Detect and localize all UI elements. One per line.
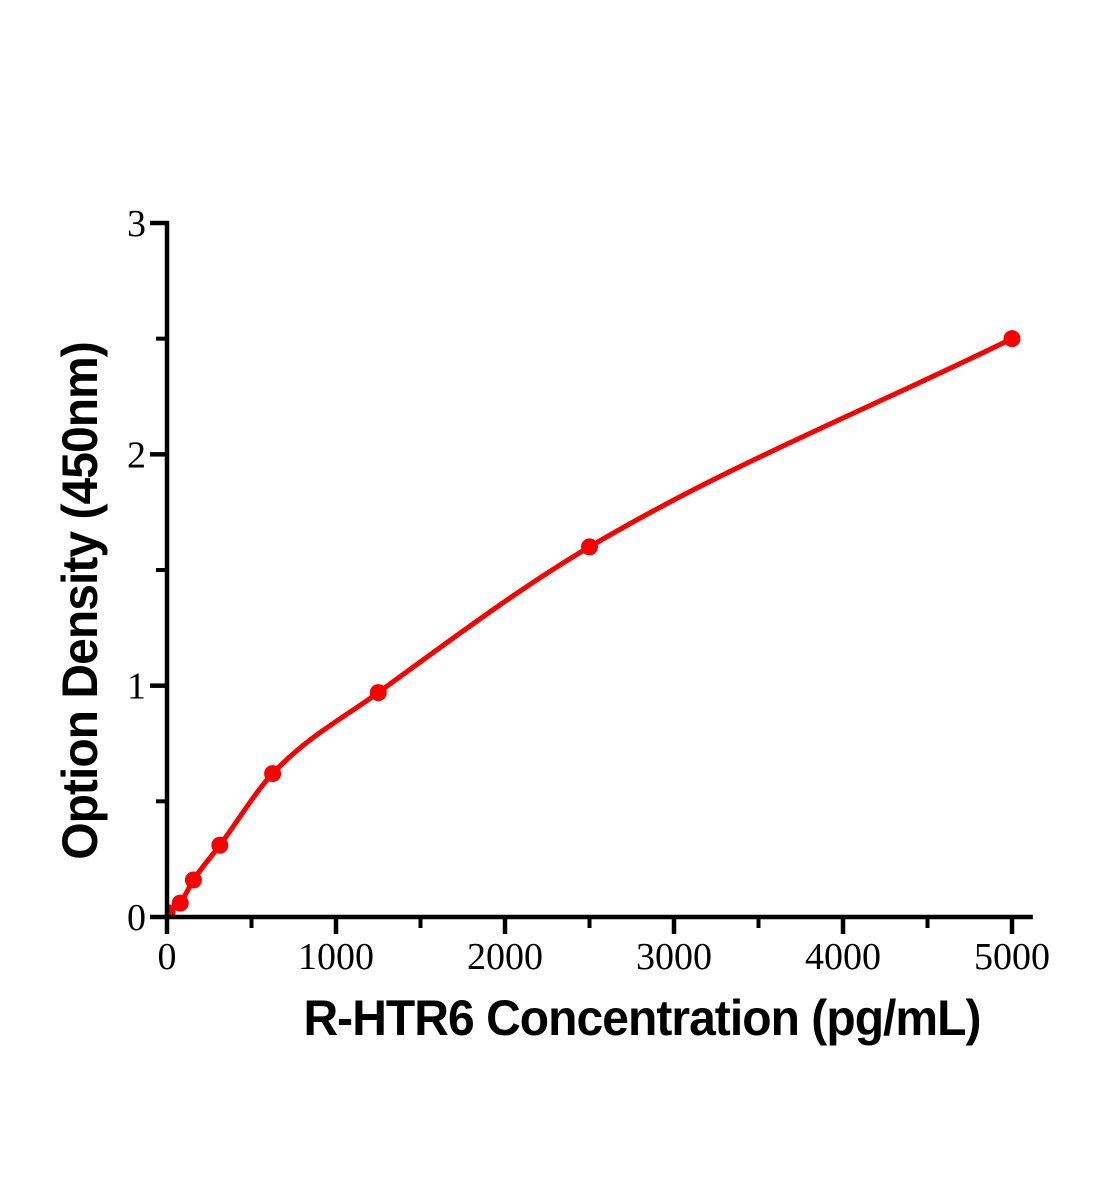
data-point-marker — [184, 871, 202, 889]
data-point-marker — [581, 538, 598, 556]
x-tick-label: 1000 — [298, 936, 374, 978]
data-point-marker — [369, 684, 387, 702]
x-tick-label: 3000 — [636, 936, 712, 978]
x-tick-label: 5000 — [974, 936, 1050, 978]
x-tick-label: 0 — [158, 936, 177, 978]
y-tick-label: 1 — [127, 666, 146, 708]
x-axis-title: R-HTR6 Concentration (pg/mL) — [303, 990, 981, 1046]
y-tick-label: 0 — [127, 897, 146, 939]
data-point-marker — [171, 894, 189, 912]
y-axis-title: Option Density (450nm) — [52, 342, 108, 860]
data-point-marker — [1003, 330, 1021, 348]
x-tick-label: 2000 — [467, 936, 543, 978]
y-tick-label: 2 — [127, 434, 146, 476]
data-point-marker — [211, 836, 229, 854]
data-layer — [167, 330, 1021, 917]
data-point-marker — [264, 765, 282, 783]
axes — [150, 220, 1033, 934]
y-tick-label: 3 — [127, 203, 146, 245]
standard-curve-line — [167, 336, 1015, 915]
x-tick-label: 4000 — [805, 936, 881, 978]
